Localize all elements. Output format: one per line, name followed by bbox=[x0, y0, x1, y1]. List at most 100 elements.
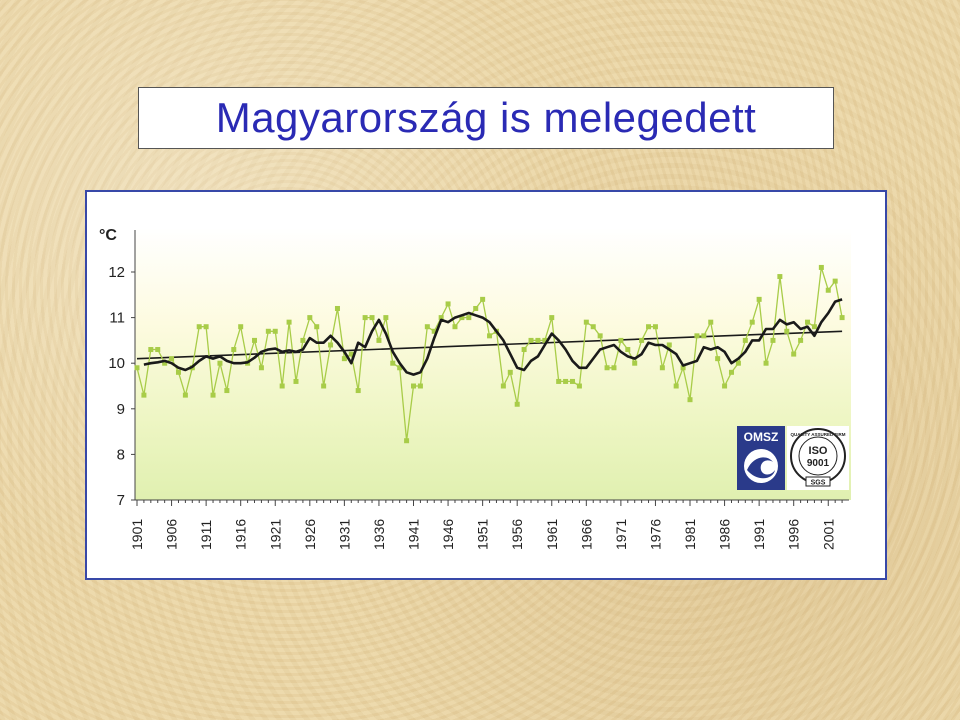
annual-point bbox=[404, 438, 410, 444]
annual-point bbox=[307, 315, 313, 321]
annual-point bbox=[646, 324, 652, 330]
annual-point bbox=[652, 324, 658, 330]
trend-line bbox=[136, 330, 843, 360]
annual-point bbox=[777, 274, 783, 280]
annual-point bbox=[328, 342, 334, 348]
x-tick-label: 1976 bbox=[647, 519, 663, 550]
annual-point bbox=[148, 347, 154, 353]
omsz-logo-text: OMSZ bbox=[744, 430, 779, 444]
x-tick-label: 1961 bbox=[544, 519, 560, 550]
y-tick-label: 7 bbox=[117, 492, 125, 509]
annual-point bbox=[694, 333, 700, 339]
x-tick-label: 1996 bbox=[786, 519, 802, 550]
annual-point bbox=[708, 319, 714, 325]
iso-9001-logo: ISO 9001 QUALITY ASSURED FIRM SGS bbox=[787, 426, 849, 490]
y-tick-label: 10 bbox=[108, 355, 125, 372]
annual-point bbox=[549, 315, 555, 321]
annual-point bbox=[300, 337, 306, 343]
annual-point bbox=[687, 397, 693, 403]
annual-point bbox=[742, 337, 748, 343]
x-tick-label: 2001 bbox=[820, 519, 836, 550]
annual-point bbox=[818, 264, 824, 270]
x-tick-label: 1941 bbox=[406, 519, 422, 550]
annual-point bbox=[141, 392, 147, 398]
annual-point bbox=[369, 315, 375, 321]
annual-point bbox=[459, 315, 465, 321]
x-tick-label: 1926 bbox=[302, 519, 318, 550]
annual-point bbox=[203, 324, 209, 330]
annual-point bbox=[673, 383, 679, 389]
annual-point bbox=[487, 333, 493, 339]
annual-point bbox=[134, 365, 140, 371]
annual-point bbox=[514, 401, 520, 407]
x-tick-label: 1901 bbox=[129, 519, 145, 550]
x-tick-label: 1951 bbox=[475, 519, 491, 550]
annual-point bbox=[175, 369, 181, 375]
annual-point bbox=[293, 378, 299, 384]
annual-point bbox=[272, 328, 278, 334]
annual-point bbox=[182, 392, 188, 398]
annual-point bbox=[265, 328, 271, 334]
trend-line-layer bbox=[136, 330, 843, 360]
annual-point bbox=[162, 360, 168, 366]
annual-point bbox=[286, 319, 292, 325]
annual-point bbox=[825, 287, 831, 293]
x-tick-label: 1971 bbox=[613, 519, 629, 550]
annual-point bbox=[770, 337, 776, 343]
x-tick-label: 1956 bbox=[509, 519, 525, 550]
annual-series-layer bbox=[134, 264, 845, 444]
annual-point bbox=[238, 324, 244, 330]
annual-point bbox=[196, 324, 202, 330]
annual-point bbox=[445, 301, 451, 307]
annual-point bbox=[805, 319, 811, 325]
annual-point bbox=[231, 347, 237, 353]
annual-point bbox=[618, 337, 624, 343]
annual-point bbox=[348, 351, 354, 357]
iso-badge-text: SGS bbox=[811, 480, 826, 487]
annual-point bbox=[715, 356, 721, 362]
annual-point bbox=[258, 365, 264, 371]
annual-point bbox=[576, 383, 582, 389]
annual-point bbox=[625, 347, 631, 353]
annual-point bbox=[666, 342, 672, 348]
annual-point bbox=[728, 369, 734, 375]
annual-point bbox=[590, 324, 596, 330]
annual-point bbox=[224, 388, 230, 394]
iso-ring-text: QUALITY ASSURED FIRM bbox=[790, 432, 845, 437]
annual-point bbox=[480, 296, 486, 302]
annual-point bbox=[632, 360, 638, 366]
iso-logo-number: 9001 bbox=[807, 458, 830, 469]
annual-point bbox=[722, 383, 728, 389]
annual-point bbox=[252, 337, 258, 343]
annual-point bbox=[411, 383, 417, 389]
annual-point bbox=[431, 328, 437, 334]
annual-point bbox=[680, 365, 686, 371]
annual-point bbox=[811, 324, 817, 330]
annual-point bbox=[397, 365, 403, 371]
annual-point bbox=[639, 337, 645, 343]
annual-point bbox=[563, 378, 569, 384]
annual-point bbox=[217, 360, 223, 366]
annual-point bbox=[279, 383, 285, 389]
y-tick-label: 11 bbox=[109, 310, 125, 327]
y-tick-label: 12 bbox=[108, 264, 125, 281]
annual-point bbox=[314, 324, 320, 330]
annual-point bbox=[452, 324, 458, 330]
annual-point bbox=[438, 315, 444, 321]
annual-point bbox=[569, 378, 575, 384]
annual-point bbox=[528, 337, 534, 343]
y-tick-label: 9 bbox=[117, 401, 125, 418]
annual-point bbox=[424, 324, 430, 330]
smoothed-series-layer bbox=[143, 298, 843, 376]
x-tick-label: 1921 bbox=[267, 519, 283, 550]
annual-point bbox=[417, 383, 423, 389]
annual-point bbox=[556, 378, 562, 384]
annual-point bbox=[500, 383, 506, 389]
annual-point bbox=[604, 365, 610, 371]
annual-point bbox=[542, 337, 548, 343]
annual-point bbox=[466, 315, 472, 321]
x-tick-label: 1916 bbox=[233, 519, 249, 550]
x-tick-label: 1946 bbox=[440, 519, 456, 550]
annual-point bbox=[169, 356, 175, 362]
